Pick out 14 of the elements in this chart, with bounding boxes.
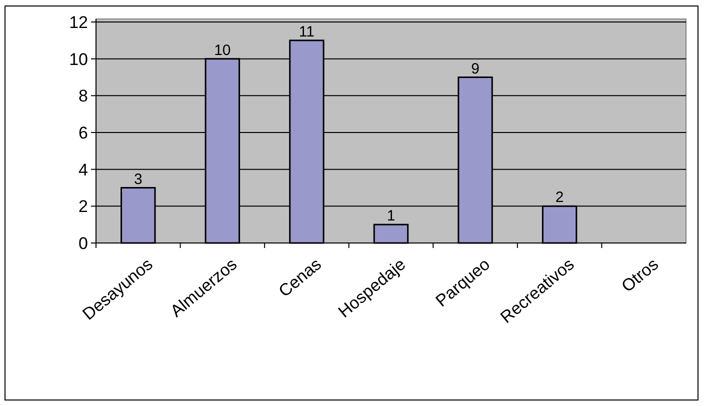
- y-tick-label: 6: [78, 123, 88, 142]
- data-label: 1: [386, 208, 396, 225]
- data-label: 11: [298, 23, 315, 40]
- data-label: 10: [214, 42, 231, 59]
- y-tick-label: 2: [78, 197, 88, 216]
- y-tick-label: 12: [69, 12, 88, 32]
- y-tick-label: 4: [78, 160, 88, 180]
- bar: [373, 224, 409, 244]
- data-label: 2: [555, 189, 564, 206]
- data-label: 9: [471, 60, 480, 78]
- y-tick-label: 10: [69, 50, 88, 69]
- data-label: 3: [134, 170, 142, 188]
- y-tick-label: 0: [78, 234, 88, 253]
- y-tick-label: 8: [78, 86, 88, 106]
